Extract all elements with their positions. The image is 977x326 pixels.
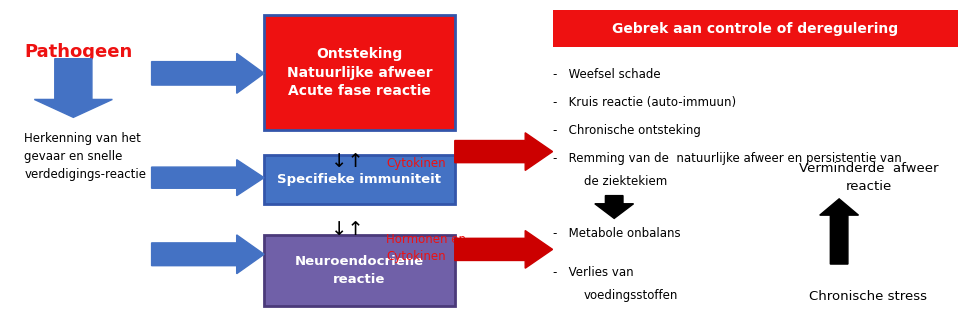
Text: voedingsstoffen: voedingsstoffen <box>583 289 677 302</box>
Text: -   Kruis reactie (auto-immuun): - Kruis reactie (auto-immuun) <box>552 96 735 109</box>
Text: Verminderde  afweer
reactie: Verminderde afweer reactie <box>798 162 937 193</box>
Polygon shape <box>151 53 264 93</box>
FancyBboxPatch shape <box>264 235 454 306</box>
Text: Hormonen en
Cytokinen: Hormonen en Cytokinen <box>386 233 466 263</box>
Text: Ontsteking
Natuurlijke afweer
Acute fase reactie: Ontsteking Natuurlijke afweer Acute fase… <box>286 47 432 98</box>
FancyBboxPatch shape <box>264 155 454 204</box>
Polygon shape <box>454 133 552 170</box>
Polygon shape <box>454 230 552 268</box>
Polygon shape <box>34 59 112 117</box>
Polygon shape <box>594 196 633 218</box>
Text: -   Chronische ontsteking: - Chronische ontsteking <box>552 124 700 137</box>
Text: Gebrek aan controle of deregulering: Gebrek aan controle of deregulering <box>612 22 898 36</box>
Text: -   Verlies van: - Verlies van <box>552 266 632 279</box>
Text: Cytokinen: Cytokinen <box>386 156 446 170</box>
Polygon shape <box>151 235 264 274</box>
Text: -   Remming van de  natuurlijke afweer en persistentie van: - Remming van de natuurlijke afweer en p… <box>552 152 901 165</box>
Polygon shape <box>151 160 264 196</box>
Text: -   Metabole onbalans: - Metabole onbalans <box>552 227 679 240</box>
Text: Herkenning van het
gevaar en snelle
verdedigings-reactie: Herkenning van het gevaar en snelle verd… <box>24 132 147 181</box>
Text: de ziektekiem: de ziektekiem <box>583 175 666 188</box>
FancyBboxPatch shape <box>552 10 957 47</box>
Text: -   Weefsel schade: - Weefsel schade <box>552 68 659 82</box>
Text: ↓↑: ↓↑ <box>330 220 363 239</box>
Text: Neuroendocriene
reactie: Neuroendocriene reactie <box>294 255 424 286</box>
Text: Specifieke immuniteit: Specifieke immuniteit <box>277 173 441 186</box>
Text: Pathogeen: Pathogeen <box>24 43 133 61</box>
Text: Chronische stress: Chronische stress <box>809 290 926 303</box>
Polygon shape <box>819 199 858 264</box>
Text: ↓↑: ↓↑ <box>330 152 363 171</box>
FancyBboxPatch shape <box>264 15 454 130</box>
